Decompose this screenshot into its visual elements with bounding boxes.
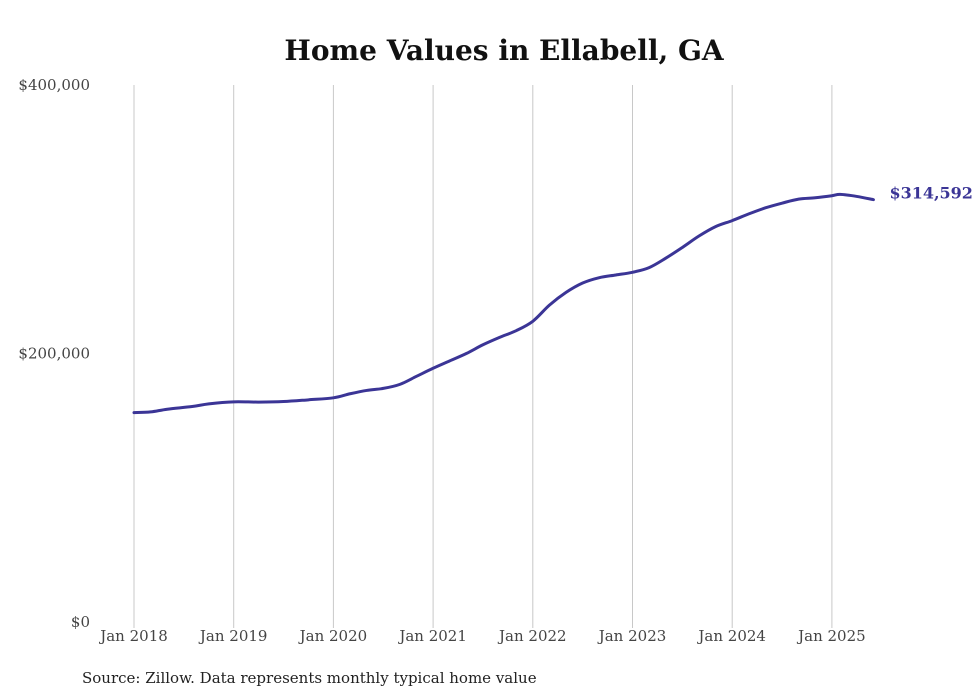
x-tick-label: Jan 2023 <box>597 627 667 645</box>
y-tick-label: $0 <box>71 613 90 631</box>
x-tick-label: Jan 2020 <box>298 627 368 645</box>
series-line <box>132 192 875 415</box>
x-tick-label: Jan 2021 <box>397 627 467 645</box>
x-tick-label: Jan 2025 <box>796 627 866 645</box>
y-tick-label: $400,000 <box>18 76 90 94</box>
grid-layer <box>133 85 833 628</box>
series-layer: $314,592 <box>132 184 973 415</box>
x-tick-label: Jan 2024 <box>696 627 766 645</box>
x-axis-ticks: Jan 2018 Jan 2019 Jan 2020 Jan 2021 Jan 2022… <box>98 627 865 645</box>
y-tick-label: $200,000 <box>18 345 90 363</box>
x-tick-label: Jan 2018 <box>98 627 168 645</box>
y-axis-ticks: $0 $200,000 $400,000 <box>18 76 90 631</box>
source-note: Source: Zillow. Data represents monthly … <box>82 669 537 687</box>
x-tick-label: Jan 2022 <box>497 627 567 645</box>
x-tick-label: Jan 2019 <box>198 627 268 645</box>
chart-title: Home Values in Ellabell, GA <box>284 34 725 67</box>
end-value-label: $314,592 <box>889 184 973 203</box>
